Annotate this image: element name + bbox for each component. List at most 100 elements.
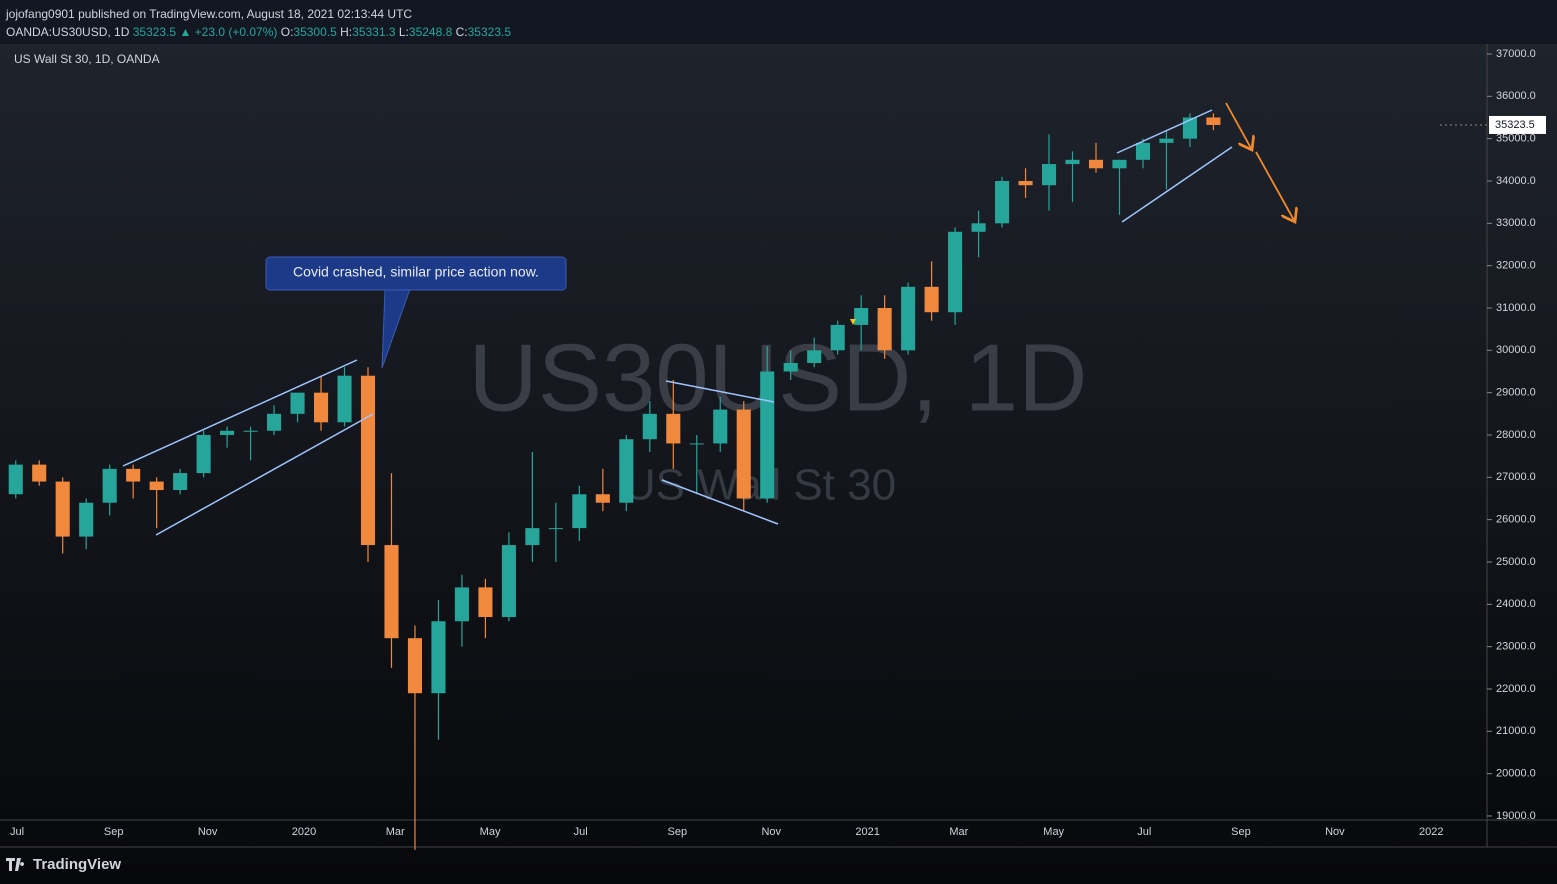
publisher: jojofang0901 published on TradingView.co… (6, 7, 413, 21)
candle-body (948, 231, 963, 313)
candle-body (807, 350, 822, 364)
arrow (1255, 151, 1295, 222)
candle-body (8, 464, 23, 495)
candle-body (760, 371, 775, 499)
l-label: L: (398, 25, 409, 39)
candle-body (501, 545, 516, 618)
x-tick-label: 2022 (1419, 826, 1443, 838)
x-tick-label: 2021 (855, 826, 879, 838)
candle-body (619, 439, 634, 503)
trend-line (122, 359, 358, 467)
candle-body (313, 392, 329, 423)
candle-body (32, 464, 47, 482)
y-tick-label: 27000.0 (1496, 471, 1536, 483)
legend: US Wall St 30, 1D, OANDA (14, 52, 160, 66)
arrow (1225, 102, 1252, 150)
candle-body (1065, 159, 1080, 165)
x-tick-label: May (1043, 826, 1064, 838)
y-tick-label: 24000.0 (1496, 598, 1536, 610)
x-tick-label: Jul (574, 826, 588, 838)
candle-body (55, 481, 70, 537)
y-tick-label: 19000.0 (1496, 810, 1536, 822)
logo (6, 858, 25, 871)
y-tick-label: 22000.0 (1496, 683, 1536, 695)
candle-body (666, 413, 681, 444)
candle-body (877, 307, 892, 351)
y-tick-label: 31000.0 (1496, 302, 1536, 314)
candle-body (360, 375, 376, 546)
y-tick-label: 25000.0 (1496, 556, 1536, 568)
open: 35300.5 (293, 25, 337, 39)
candle-body (572, 494, 587, 529)
candle-body (713, 409, 728, 444)
brand: TradingView (33, 856, 121, 873)
x-tick-label: Mar (386, 826, 405, 838)
candle-body (196, 434, 211, 474)
marker (850, 319, 856, 325)
change: ▲ +23.0 (+0.07%) (179, 25, 278, 39)
candle-body (126, 468, 141, 482)
callout-text: Covid crashed, similar price action now. (293, 264, 539, 280)
candle-body (149, 481, 164, 491)
candle-body (854, 307, 869, 325)
y-tick-label: 21000.0 (1496, 725, 1536, 737)
candle-body (901, 286, 916, 351)
background (0, 44, 1557, 884)
candle-body (995, 180, 1010, 224)
y-tick-label: 20000.0 (1496, 768, 1536, 780)
symbol-line: OANDA:US30USD, 1D 35323.5 ▲ +23.0 (+0.07… (6, 23, 511, 41)
candle-body (548, 528, 563, 530)
y-tick-label: 33000.0 (1496, 217, 1536, 229)
header: jojofang0901 published on TradingView.co… (6, 5, 511, 41)
x-tick-label: 2020 (292, 826, 316, 838)
last: 35323.5 (132, 25, 177, 39)
x-tick-label: Sep (668, 826, 688, 838)
candle-body (290, 392, 305, 414)
x-tick-label: Sep (1231, 826, 1251, 838)
x-tick-label: Mar (949, 826, 968, 838)
watermark-name: US Wall St 30 (624, 461, 896, 510)
candle-body (830, 324, 845, 351)
o-label: O: (280, 25, 294, 39)
candle-body (924, 286, 939, 313)
last-price-box (1489, 115, 1546, 134)
trend-line (661, 479, 779, 525)
candle-body (1112, 159, 1127, 169)
high: 35331.3 (352, 25, 396, 39)
chart: US30USD, 1D US Wall St 30 US Wall St 30,… (0, 44, 1557, 884)
candle-body (783, 363, 798, 372)
candle-body (79, 502, 94, 537)
y-tick-label: 34000.0 (1496, 175, 1536, 187)
y-tick-label: 36000.0 (1496, 90, 1536, 102)
x-tick-label: Nov (198, 826, 218, 838)
y-tick-label: 35000.0 (1496, 133, 1536, 145)
x-tick-label: Jul (1137, 826, 1151, 838)
candle-body (173, 473, 188, 491)
x-tick-label: Nov (1325, 826, 1345, 838)
candle-body (1041, 164, 1057, 186)
last-price-label: 35323.5 (1495, 119, 1535, 131)
watermark-symbol: US30USD, 1D (469, 324, 1088, 431)
y-tick-label: 28000.0 (1496, 429, 1536, 441)
candle-body (478, 587, 493, 618)
trend-line (1116, 109, 1213, 154)
candle-body (337, 375, 352, 423)
candle-body (642, 413, 657, 440)
candle-body (384, 545, 399, 639)
close: 35323.5 (467, 25, 512, 39)
symbol: OANDA:US30USD, 1D (6, 25, 130, 39)
candle-body (1159, 138, 1174, 143)
candle-body (1018, 180, 1033, 186)
candle-body (220, 430, 235, 435)
low: 35248.8 (408, 25, 453, 39)
candle-body (431, 621, 446, 694)
y-tick-label: 29000.0 (1496, 387, 1536, 399)
x-tick-label: Jul (10, 826, 24, 838)
candle-body (267, 413, 282, 431)
drawings (122, 109, 1233, 536)
x-tick-label: May (480, 826, 501, 838)
candle-body (595, 494, 610, 503)
candle-body (1135, 142, 1151, 160)
candle-body (1206, 117, 1221, 125)
